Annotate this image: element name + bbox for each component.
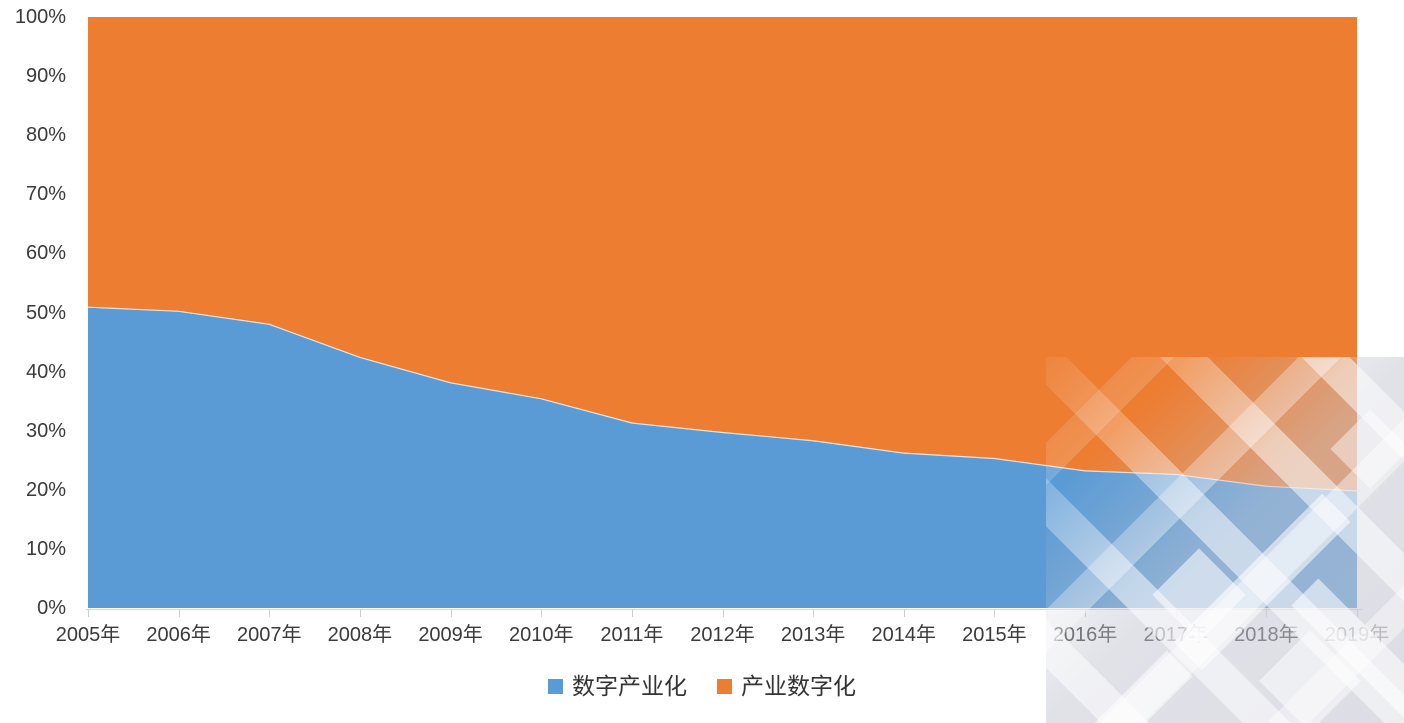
- x-tick-label: 2010年: [508, 624, 574, 646]
- x-tick-label: 2019年: [1324, 624, 1390, 646]
- axis-tick: [994, 609, 995, 617]
- y-tick-label: 30%: [25, 419, 66, 442]
- legend-label-digital-industrialization: 数字产业化: [572, 673, 687, 699]
- legend: 数字产业化 产业数字化: [0, 673, 1404, 699]
- legend-swatch-blue: [548, 678, 563, 694]
- x-tick-label: 2017年: [1143, 624, 1208, 646]
- x-tick-label: 2005年: [55, 624, 121, 646]
- x-tick-label: 2009年: [418, 624, 483, 646]
- x-tick-label: 2016年: [1052, 624, 1118, 646]
- y-tick-label: 40%: [25, 360, 66, 383]
- x-tick-label: 2014年: [871, 624, 937, 646]
- y-tick-label: 90%: [25, 65, 66, 88]
- y-tick-label: 60%: [25, 242, 66, 265]
- axis-tick: [904, 609, 905, 617]
- y-tick-label: 70%: [25, 183, 66, 206]
- x-tick-label: 2013年: [780, 624, 846, 646]
- axis-tick: [179, 609, 180, 617]
- y-tick-label: 100%: [14, 6, 66, 28]
- axis-tick: [1357, 609, 1358, 617]
- x-tick-label: 2011年: [600, 624, 664, 646]
- axis-tick: [632, 609, 633, 617]
- y-tick-label: 0%: [37, 597, 66, 619]
- axis-tick: [1266, 609, 1267, 617]
- x-tick-label: 2018年: [1234, 624, 1299, 646]
- y-tick-label: 50%: [25, 301, 66, 324]
- axis-tick: [360, 609, 361, 617]
- legend-item-digital-industrialization: 数字产业化: [548, 673, 687, 699]
- axis-tick: [88, 609, 89, 617]
- x-tick-label: 2015年: [962, 624, 1027, 646]
- x-tick-label: 2007年: [237, 624, 302, 646]
- y-tick-label: 10%: [25, 537, 66, 560]
- x-tick-label: 2008年: [327, 624, 393, 646]
- legend-item-industry-digitalization: 产业数字化: [717, 673, 856, 699]
- x-tick-label: 2012年: [690, 624, 755, 646]
- y-tick-label: 20%: [25, 478, 66, 501]
- area-series-digital-industrialization: [88, 307, 1357, 608]
- x-tick-label: 2006年: [146, 624, 211, 646]
- axis-tick: [723, 609, 724, 617]
- axis-tick: [1176, 609, 1177, 617]
- x-axis-line: [86, 609, 1362, 610]
- y-tick-label: 80%: [25, 124, 66, 147]
- axis-tick: [813, 609, 814, 617]
- axis-tick: [541, 609, 542, 617]
- axis-tick: [269, 609, 270, 617]
- axis-tick: [1085, 609, 1086, 617]
- legend-label-industry-digitalization: 产业数字化: [741, 673, 856, 699]
- legend-swatch-orange: [717, 678, 732, 694]
- axis-tick: [451, 609, 452, 617]
